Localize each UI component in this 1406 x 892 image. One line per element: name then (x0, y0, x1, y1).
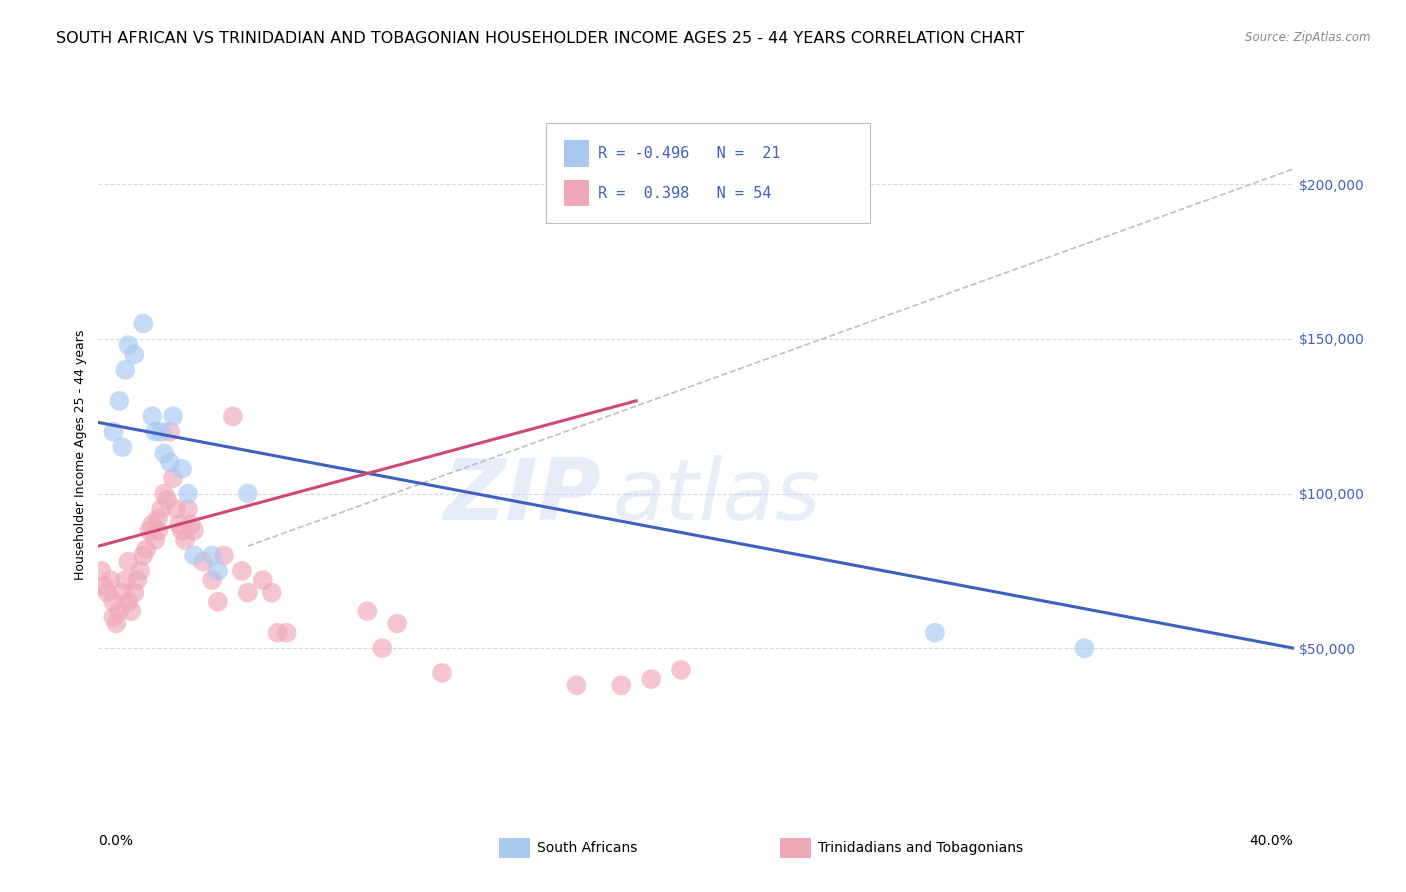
Point (159, 425, 181, 439)
Point (93, 579, 115, 593)
Point (165, 502, 187, 516)
Point (132, 317, 155, 331)
Point (117, 338, 139, 352)
Point (430, 665, 453, 680)
Text: 0.0%: 0.0% (98, 834, 134, 848)
Text: Trinidadians and Tobagonians: Trinidadians and Tobagonians (818, 841, 1024, 855)
Point (172, 462, 194, 476)
Point (141, 409, 163, 424)
Point (201, 549, 224, 563)
Point (231, 564, 253, 578)
Point (356, 604, 378, 618)
Point (159, 456, 181, 470)
Point (260, 585, 283, 599)
Text: atlas: atlas (612, 455, 820, 538)
Point (236, 486, 259, 500)
Point (276, 625, 298, 640)
Point (191, 555, 214, 569)
Point (111, 585, 134, 599)
Point (180, 517, 202, 532)
Point (103, 595, 125, 609)
Point (143, 425, 166, 439)
Point (1073, 641, 1095, 656)
Point (174, 533, 197, 547)
Point (172, 524, 194, 538)
Point (207, 564, 229, 578)
Text: SOUTH AFRICAN VS TRINIDADIAN AND TOBAGONIAN HOUSEHOLDER INCOME AGES 25 - 44 YEAR: SOUTH AFRICAN VS TRINIDADIAN AND TOBAGON… (56, 31, 1025, 46)
Point (267, 625, 290, 640)
Text: Source: ZipAtlas.com: Source: ZipAtlas.com (1246, 31, 1371, 45)
Text: South Africans: South Africans (537, 841, 637, 855)
Point (103, 610, 125, 624)
Point (222, 409, 245, 424)
Point (252, 573, 274, 587)
Point (124, 585, 146, 599)
Point (129, 564, 152, 578)
Point (162, 409, 184, 424)
Point (385, 616, 409, 631)
Point (177, 502, 200, 516)
Point (640, 672, 662, 686)
Point (201, 573, 224, 587)
Point (105, 616, 128, 631)
Point (156, 492, 179, 507)
Point (148, 524, 170, 538)
Point (111, 440, 134, 454)
Point (371, 641, 394, 656)
Text: 40.0%: 40.0% (1250, 834, 1294, 848)
Point (610, 678, 633, 692)
Point (108, 393, 131, 408)
Point (120, 604, 142, 618)
Point (103, 425, 125, 439)
Point (924, 625, 946, 640)
Text: ZIP: ZIP (443, 455, 600, 538)
Point (114, 573, 136, 587)
Point (143, 533, 166, 547)
Point (207, 595, 229, 609)
Point (150, 502, 173, 516)
Point (108, 604, 131, 618)
Point (162, 471, 184, 485)
Point (183, 524, 205, 538)
Point (138, 524, 160, 538)
Point (90, 564, 112, 578)
Point (153, 486, 176, 500)
Point (96, 585, 118, 599)
Point (150, 425, 173, 439)
Point (669, 663, 692, 677)
Point (565, 678, 588, 692)
Point (127, 573, 149, 587)
Point (148, 511, 170, 525)
Point (183, 549, 205, 563)
Point (114, 363, 136, 377)
Point (167, 517, 190, 532)
Point (135, 542, 157, 557)
Text: R = -0.496   N =  21: R = -0.496 N = 21 (598, 145, 780, 161)
Point (141, 517, 163, 532)
Point (124, 347, 146, 361)
Point (236, 585, 259, 599)
Text: R =  0.398   N = 54: R = 0.398 N = 54 (598, 186, 770, 201)
Point (212, 549, 235, 563)
Point (132, 549, 155, 563)
Y-axis label: Householder Income Ages 25 - 44 years: Householder Income Ages 25 - 44 years (75, 330, 87, 580)
Point (98, 573, 122, 587)
Point (117, 555, 139, 569)
Point (153, 446, 176, 460)
Point (117, 595, 139, 609)
Point (177, 486, 200, 500)
